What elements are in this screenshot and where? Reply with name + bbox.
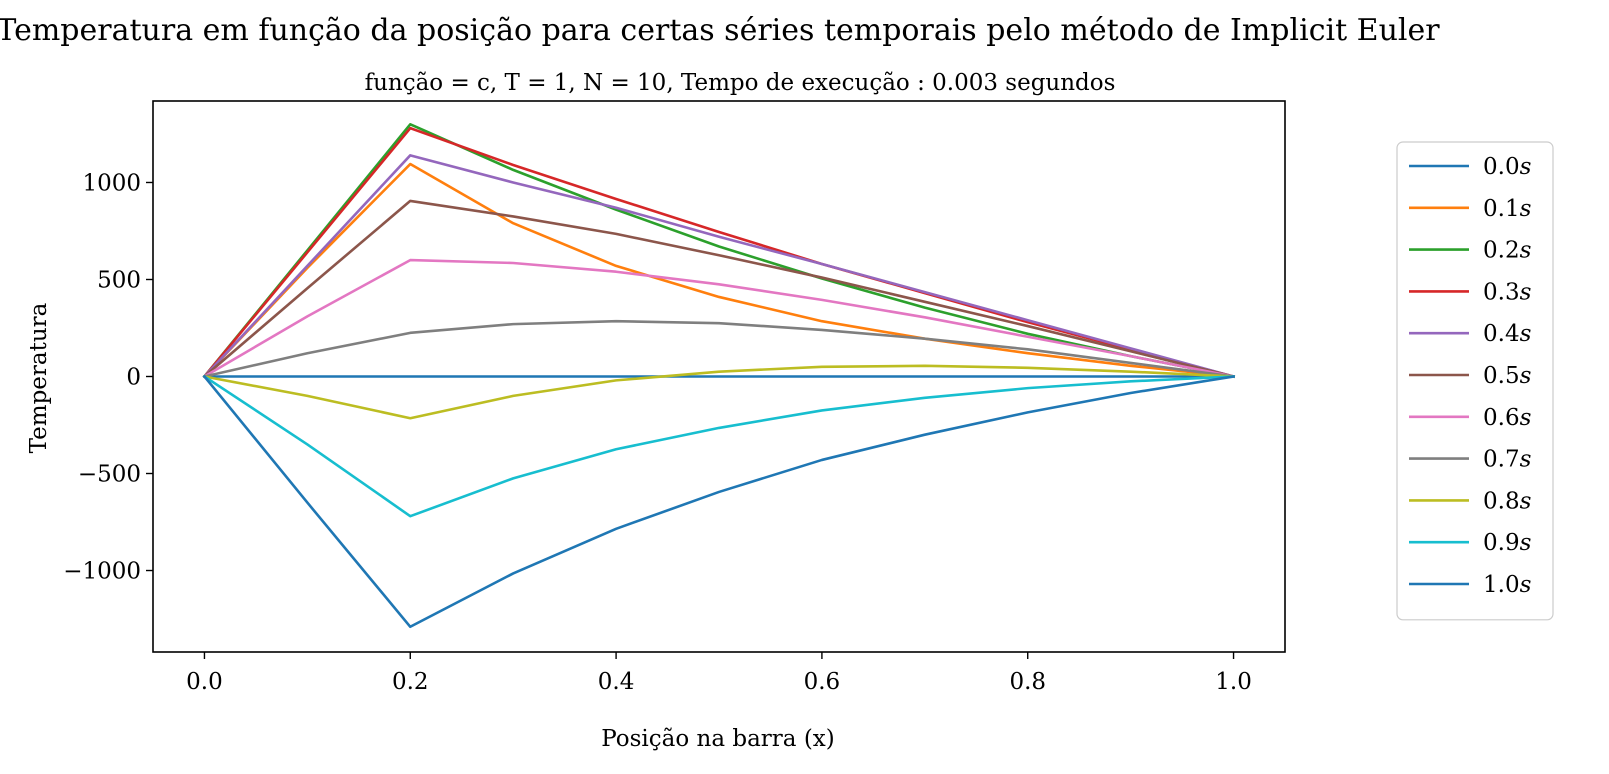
legend-label-unit: s bbox=[1520, 154, 1532, 180]
series-line-10 bbox=[202, 374, 1236, 629]
legend-label: 0.9s bbox=[1483, 530, 1532, 556]
legend-label: 0.8s bbox=[1483, 488, 1532, 514]
legend-label: 0.6s bbox=[1483, 405, 1532, 431]
legend-label-unit: s bbox=[1520, 196, 1532, 222]
legend-label-unit: s bbox=[1520, 405, 1532, 431]
y-tick-label: 1000 bbox=[82, 170, 141, 196]
legend-item-0: 0.0s bbox=[1409, 154, 1532, 180]
series-line-7 bbox=[202, 319, 1236, 379]
legend: 0.0s0.1s0.2s0.3s0.4s0.5s0.6s0.7s0.8s0.9s… bbox=[1396, 141, 1554, 621]
legend-label: 0.0s bbox=[1483, 154, 1532, 180]
x-tick-label: 0.8 bbox=[1009, 669, 1046, 695]
plot-area: 0.0 0.2 0.4 0.6 0.8 1.0 −1000 −500 0 500 1000 bbox=[63, 100, 1286, 695]
legend-label-value: 0.7 bbox=[1483, 447, 1520, 473]
legend-label: 0.4s bbox=[1483, 321, 1532, 347]
series-line-4 bbox=[202, 154, 1236, 379]
x-tick-label: 0.0 bbox=[186, 669, 223, 695]
legend-label: 0.3s bbox=[1483, 279, 1532, 305]
legend-label: 0.1s bbox=[1483, 196, 1532, 222]
legend-label-unit: s bbox=[1520, 363, 1532, 389]
y-tick-label: 500 bbox=[97, 267, 141, 293]
x-tick-label: 0.6 bbox=[804, 669, 841, 695]
legend-item-4: 0.4s bbox=[1409, 321, 1532, 347]
legend-item-1: 0.1s bbox=[1409, 196, 1532, 222]
y-axis-ticks: −1000 −500 0 500 1000 bbox=[63, 170, 153, 585]
legend-item-2: 0.2s bbox=[1409, 238, 1532, 264]
legend-item-8: 0.8s bbox=[1409, 488, 1532, 514]
legend-label: 0.5s bbox=[1483, 363, 1532, 389]
chart-subtitle: função = c, T = 1, N = 10, Tempo de exec… bbox=[365, 70, 1116, 96]
legend-label: 1.0s bbox=[1483, 572, 1532, 598]
series-line-5 bbox=[202, 199, 1236, 379]
y-tick-label: −1000 bbox=[63, 559, 141, 585]
x-axis-label: Posição na barra (x) bbox=[601, 726, 835, 752]
x-axis-ticks: 0.0 0.2 0.4 0.6 0.8 1.0 bbox=[186, 652, 1252, 695]
legend-label-value: 0.3 bbox=[1483, 279, 1520, 305]
legend-label-value: 0.8 bbox=[1483, 488, 1520, 514]
legend-label-value: 0.1 bbox=[1483, 196, 1520, 222]
legend-label-value: 0.6 bbox=[1483, 405, 1520, 431]
x-tick-label: 1.0 bbox=[1215, 669, 1252, 695]
legend-items: 0.0s0.1s0.2s0.3s0.4s0.5s0.6s0.7s0.8s0.9s… bbox=[1409, 154, 1532, 598]
legend-label-unit: s bbox=[1520, 321, 1532, 347]
legend-label-value: 0.5 bbox=[1483, 363, 1520, 389]
legend-label-value: 0.9 bbox=[1483, 530, 1520, 556]
legend-label-unit: s bbox=[1520, 238, 1532, 264]
legend-item-3: 0.3s bbox=[1409, 279, 1532, 305]
series-line-2 bbox=[202, 122, 1236, 379]
x-tick-label: 0.2 bbox=[392, 669, 429, 695]
legend-label-unit: s bbox=[1520, 572, 1532, 598]
series-line-8 bbox=[202, 364, 1235, 420]
legend-item-6: 0.6s bbox=[1409, 405, 1532, 431]
legend-item-10: 1.0s bbox=[1409, 572, 1532, 598]
legend-label-unit: s bbox=[1520, 279, 1532, 305]
legend-label-value: 1.0 bbox=[1483, 572, 1520, 598]
y-tick-label: −500 bbox=[78, 462, 141, 488]
legend-label: 0.7s bbox=[1483, 447, 1532, 473]
series-line-9 bbox=[202, 374, 1235, 518]
legend-item-5: 0.5s bbox=[1409, 363, 1532, 389]
y-tick-label: 0 bbox=[126, 365, 141, 391]
legend-item-7: 0.7s bbox=[1409, 447, 1532, 473]
y-axis-label: Temperatura bbox=[26, 302, 52, 453]
legend-label-unit: s bbox=[1520, 488, 1532, 514]
series-layer bbox=[202, 122, 1236, 629]
legend-label-value: 0.0 bbox=[1483, 154, 1520, 180]
legend-label-unit: s bbox=[1520, 447, 1532, 473]
legend-label: 0.2s bbox=[1483, 238, 1532, 264]
series-line-6 bbox=[202, 258, 1236, 379]
legend-item-9: 0.9s bbox=[1409, 530, 1532, 556]
series-line-3 bbox=[202, 126, 1236, 379]
legend-label-value: 0.2 bbox=[1483, 238, 1520, 264]
legend-label-value: 0.4 bbox=[1483, 321, 1520, 347]
series-line-1 bbox=[202, 162, 1235, 379]
x-tick-label: 0.4 bbox=[598, 669, 635, 695]
legend-label-unit: s bbox=[1520, 530, 1532, 556]
chart-title: Temperatura em função da posição para ce… bbox=[0, 13, 1440, 48]
